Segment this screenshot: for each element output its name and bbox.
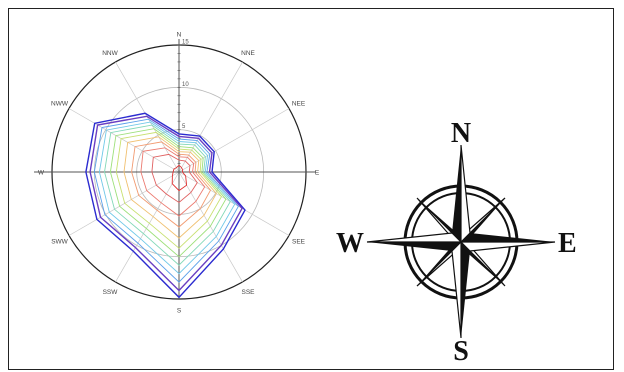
- radar-spoke: [178, 108, 290, 173]
- direction-label: SWW: [51, 239, 68, 246]
- compass-point-e: [461, 233, 555, 242]
- radar-series-4: [98, 121, 236, 275]
- radar-series-8: [123, 136, 217, 239]
- radar-spoke: [178, 171, 243, 283]
- radar-series-group: [85, 112, 246, 299]
- radar-spoke: [115, 171, 180, 283]
- radar-chart: N NNE NEE E SEE SSE S SSW SWW W NWW NNW 5 10 15: [34, 32, 320, 315]
- compass-cardinal-points: [366, 144, 556, 339]
- radar-series-1: [85, 112, 246, 299]
- direction-label: S: [177, 308, 182, 315]
- compass-diagonal-points: [416, 197, 506, 287]
- radar-spoke: [68, 108, 180, 173]
- radar-series-5: [104, 124, 231, 266]
- direction-label: E: [315, 170, 320, 177]
- radar-series-6: [109, 128, 227, 258]
- radar-grid: [34, 39, 316, 300]
- radar-series-2: [89, 115, 243, 292]
- radar-series-10: [140, 147, 206, 217]
- compass-point-e-light: [459, 241, 556, 252]
- radial-tick-label: 10: [182, 82, 189, 88]
- radar-series-3: [93, 118, 239, 283]
- compass-label-east: E: [558, 228, 577, 259]
- radar-series-12: [171, 164, 188, 192]
- radial-tick-label: 5: [182, 124, 186, 130]
- radial-tick-label: 15: [182, 40, 189, 46]
- radar-labels: N NNE NEE E SEE SSE S SSW SWW W NWW NNW 5 10 15: [38, 32, 320, 315]
- direction-label: NNW: [102, 50, 118, 57]
- direction-label: NEE: [292, 101, 306, 108]
- direction-label: W: [38, 170, 45, 177]
- radar-spoke: [178, 61, 243, 173]
- compass-label-north: N: [451, 118, 471, 149]
- direction-label: NWW: [51, 101, 69, 108]
- figure-frame: [8, 8, 614, 370]
- compass-rose: N S E W: [336, 118, 577, 367]
- compass-point-w: [367, 242, 461, 251]
- radar-series-7: [115, 131, 223, 249]
- direction-label: SSE: [241, 289, 255, 296]
- direction-label: NNE: [241, 50, 255, 57]
- radar-series-9: [131, 141, 212, 228]
- direction-label: SSW: [103, 289, 119, 296]
- radar-spoke: [68, 171, 180, 236]
- compass-point-s: [461, 242, 470, 338]
- compass-point-n: [452, 145, 461, 242]
- compass-point-w-light: [366, 232, 463, 243]
- radar-series-11: [151, 153, 198, 204]
- direction-label: N: [177, 32, 182, 39]
- compass-label-south: S: [453, 336, 469, 367]
- compass-label-west: W: [336, 228, 364, 259]
- direction-label: SEE: [292, 239, 306, 246]
